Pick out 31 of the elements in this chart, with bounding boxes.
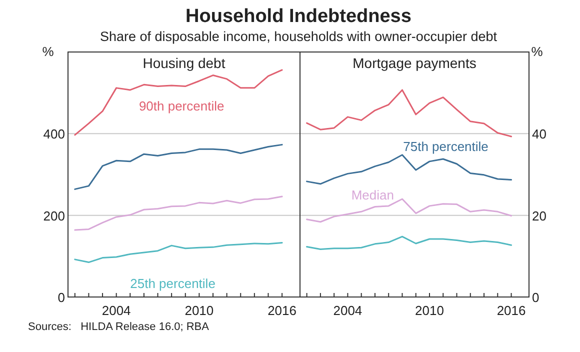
line-series [74,69,283,136]
line-series [74,242,283,264]
x-tick-label: 2016 [268,303,297,318]
y-tick-label: 400 [43,126,65,142]
series-label: Median [351,188,394,203]
x-tick-label: 2010 [415,303,444,318]
x-tick-label: 2004 [102,303,131,318]
chart-subtitle: Share of disposable income, households with owner-occupier debt [100,29,498,44]
y2-axis-title: % [531,44,544,59]
line-series [306,198,512,223]
source-note: Sources: HILDA Release 16.0; RBA [28,321,210,333]
y-axis-title: % [42,44,54,59]
y-tick-label: 0 [58,290,65,305]
annotation: Housing debt [142,55,226,71]
chart-title: Household Indebtedness [186,6,412,27]
series-label: 90th percentile [138,98,224,114]
chart-title: Mortgage payments [352,55,476,71]
x-tick-label: 2004 [333,303,362,318]
line-series [74,196,283,231]
line-series [306,236,512,250]
y2-tick-label: 20 [532,208,546,224]
series-label: 75th percentile [403,138,488,154]
line-series [74,144,283,190]
y2-tick-label: 40 [532,126,546,142]
x-tick-label: 2010 [184,303,214,318]
y2-tick-label: 0 [532,290,540,305]
x-tick-label: 2016 [496,303,526,318]
line-series [306,89,512,138]
line-series [306,154,512,185]
y-tick-label: 200 [43,208,65,224]
series-label: 25th percentile [130,276,216,292]
